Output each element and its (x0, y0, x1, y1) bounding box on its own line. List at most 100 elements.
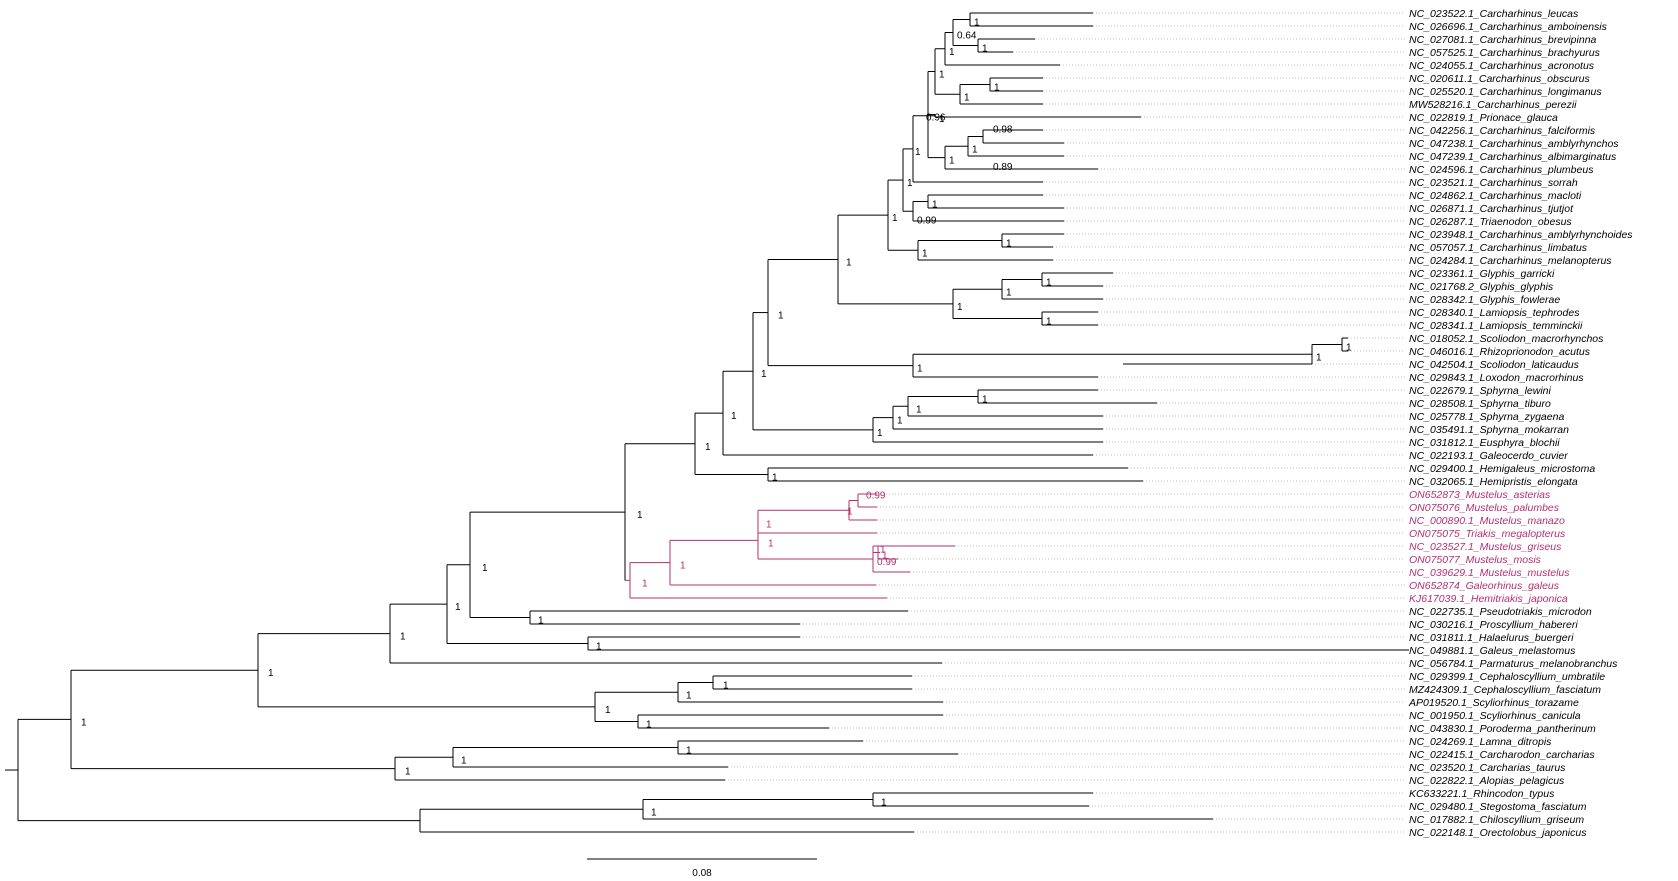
support-values: 110.6411110.980.89110.96110.991111111111… (81, 18, 1352, 819)
tip-label: MW528216.1_Carcharhinus_perezii (1409, 99, 1577, 111)
tip-label: ON652874_Galeorhinus_galeus (1409, 580, 1560, 592)
tip-guide-lines (725, 12, 1409, 833)
support-value: 1 (915, 147, 921, 158)
tip-label: NC_022735.1_Pseudotriakis_microdon (1409, 606, 1592, 618)
support-value: 0.99 (866, 491, 886, 502)
tip-label: MZ424309.1_Cephaloscyllium_fasciatum (1409, 684, 1601, 696)
support-value: 1 (605, 705, 611, 716)
support-value: 1 (761, 369, 767, 380)
tip-label: AP019520.1_Scyliorhinus_torazame (1408, 697, 1579, 709)
support-value: 1 (482, 563, 488, 574)
support-value: 1 (686, 690, 692, 701)
tip-label: NC_022822.1_Alopias_pelagicus (1409, 775, 1565, 787)
tip-label: NC_021768.2_Glyphis_glyphis (1409, 281, 1554, 293)
support-value: 1 (949, 47, 955, 58)
tip-label: ON075076_Mustelus_palumbes (1409, 502, 1560, 514)
tip-label: NC_028508.1_Sphyrna_tiburo (1409, 398, 1551, 410)
tip-label: NC_047239.1_Carcharhinus_albimarginatus (1409, 151, 1617, 163)
support-value: 1 (405, 767, 411, 778)
support-value: 1 (538, 616, 544, 627)
tree-branches (5, 12, 1409, 833)
tip-label: NC_017882.1_Chiloscyllium_griseum (1409, 814, 1584, 826)
tip-label: NC_031811.1_Halaelurus_buergeri (1409, 632, 1574, 644)
tip-label: KC633221.1_Rhincodon_typus (1409, 788, 1555, 800)
tip-label: NC_023522.1_Carcharhinus_leucas (1409, 8, 1579, 20)
tip-label: NC_023361.1_Glyphis_garricki (1409, 268, 1555, 280)
tip-label: ON652873_Mustelus_asterias (1409, 489, 1551, 501)
support-value: 1 (907, 178, 913, 189)
tip-label: NC_022679.1_Sphyrna_lewini (1409, 385, 1552, 397)
support-value: 1 (922, 248, 928, 259)
support-value: 0.64 (957, 31, 977, 42)
support-value: 1 (642, 578, 648, 589)
support-value: 1 (461, 755, 467, 766)
tip-label: NC_022148.1_Orectolobus_japonicus (1409, 827, 1587, 839)
tip-label: NC_026696.1_Carcharhinus_amboinensis (1409, 21, 1608, 33)
support-value: 0.96 (926, 113, 946, 124)
support-value: 0.89 (993, 162, 1013, 173)
tip-label: NC_046016.1_Rhizoprionodon_acutus (1409, 346, 1591, 358)
tip-label: NC_025520.1_Carcharhinus_longimanus (1409, 86, 1602, 98)
support-value: 1 (982, 395, 988, 406)
support-value: 1 (982, 44, 988, 55)
tip-label: NC_029399.1_Cephaloscyllium_umbratile (1409, 671, 1605, 683)
support-value: 1 (268, 668, 274, 679)
tip-label: NC_057525.1_Carcharhinus_brachyurus (1409, 47, 1601, 59)
support-value: 0.99 (917, 215, 937, 226)
support-value: 1 (882, 551, 888, 562)
tip-label: NC_029843.1_Loxodon_macrorhinus (1409, 372, 1584, 384)
support-value: 1 (974, 18, 980, 29)
tip-label: NC_023520.1_Carcharias_taurus (1409, 762, 1566, 774)
tip-label: NC_029480.1_Stegostoma_fasciatum (1409, 801, 1587, 813)
tip-label: NC_018052.1_Scoliodon_macrorhynchos (1409, 333, 1604, 345)
scale-bar: 0.08 (587, 858, 817, 879)
support-value: 1 (778, 311, 784, 322)
support-value: 1 (1006, 239, 1012, 250)
support-value: 1 (596, 642, 602, 653)
support-value: 1 (680, 561, 686, 572)
tip-label: NC_026871.1_Carcharhinus_tjutjot (1409, 203, 1574, 215)
support-value: 1 (957, 302, 963, 313)
support-value: 1 (646, 720, 652, 731)
tip-label: NC_025778.1_Sphyrna_zygaena (1409, 411, 1564, 423)
support-value: 1 (637, 510, 643, 521)
tip-label: NC_047238.1_Carcharhinus_amblyrhynchos (1409, 138, 1619, 150)
support-value: 1 (766, 520, 772, 531)
support-value: 1 (651, 807, 657, 818)
support-value: 1 (917, 364, 923, 375)
support-value: 0.99 (877, 557, 897, 568)
tip-label: NC_049881.1_Galeus_melastomus (1409, 645, 1576, 657)
tip-label: NC_024596.1_Carcharhinus_plumbeus (1409, 164, 1594, 176)
tip-label: NC_024055.1_Carcharhinus_acronotus (1409, 60, 1595, 72)
support-value: 1 (705, 442, 711, 453)
support-value: 1 (400, 632, 406, 643)
tip-labels: NC_023522.1_Carcharhinus_leucasNC_026696… (1408, 8, 1633, 839)
tip-label: NC_029400.1_Hemigaleus_microstoma (1409, 463, 1595, 475)
tip-label: NC_039629.1_Mustelus_mustelus (1409, 567, 1570, 579)
support-value: 1 (768, 538, 774, 549)
tip-label: NC_028341.1_Lamiopsis_temminckii (1409, 320, 1583, 332)
support-value: 1 (949, 156, 955, 167)
tip-label: NC_001950.1_Scyliorhinus_canicula (1409, 710, 1581, 722)
support-value: 1 (964, 92, 970, 103)
tip-label: ON075075_Triakis_megalopterus (1409, 528, 1566, 540)
support-value: 1 (892, 213, 898, 224)
tip-label: NC_028340.1_Lamiopsis_tephrodes (1409, 307, 1580, 319)
support-value: 1 (877, 428, 883, 439)
tip-label: NC_024862.1_Carcharhinus_macloti (1409, 190, 1582, 202)
tip-label: ON075077_Mustelus_mosis (1409, 554, 1542, 566)
tip-label: KJ617039.1_Hemitriakis_japonica (1409, 593, 1568, 605)
support-value: 1 (455, 602, 461, 613)
tip-label: NC_023948.1_Carcharhinus_amblyrhynchoide… (1409, 229, 1633, 241)
tip-label: NC_030216.1_Proscyllium_habereri (1409, 619, 1578, 631)
support-value: 1 (972, 144, 978, 155)
support-value: 1 (939, 70, 945, 81)
tip-label: NC_023527.1_Mustelus_griseus (1409, 541, 1562, 553)
support-value: 1 (1046, 317, 1052, 328)
tip-label: NC_023521.1_Carcharhinus_sorrah (1409, 177, 1578, 189)
tip-label: NC_027081.1_Carcharhinus_brevipinna (1409, 34, 1597, 46)
support-value: 1 (723, 681, 729, 692)
support-value: 1 (686, 746, 692, 757)
support-value: 1 (772, 473, 778, 484)
